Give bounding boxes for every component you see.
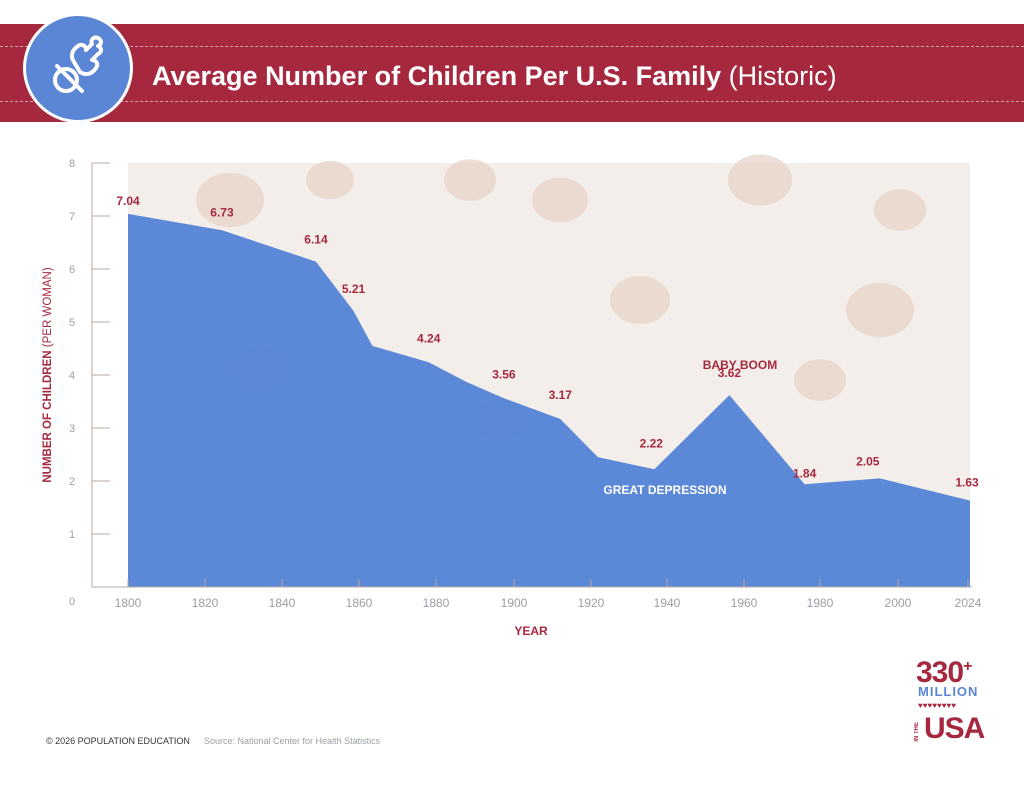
x-tick-label: 1880 xyxy=(423,596,450,610)
y-axis-title: NUMBER OF CHILDREN (PER WOMAN) xyxy=(42,267,54,482)
logo-in-the: IN THE xyxy=(914,722,920,742)
series-area xyxy=(128,213,970,587)
background-photo-blob xyxy=(532,177,588,223)
data-label: 1.63 xyxy=(955,476,979,490)
y-tick-label: 7 xyxy=(69,211,75,223)
background-photo-blob xyxy=(846,282,914,338)
x-tick-label: 2024 xyxy=(955,596,982,610)
data-label: 7.04 xyxy=(116,194,140,208)
x-tick-label: 2000 xyxy=(885,596,912,610)
330-million-logo: 330+ MILLION ♥♥♥♥♥♥♥♥ IN THE USA xyxy=(912,652,985,748)
x-tick-label: 1820 xyxy=(192,596,219,610)
x-tick-label: 1980 xyxy=(807,596,834,610)
y-axis-title-unit: (PER WOMAN) xyxy=(42,267,54,347)
annotation-label: GREAT DEPRESSION xyxy=(603,483,726,497)
y-tick-label: 6 xyxy=(69,264,75,276)
y-tick-label: 2 xyxy=(69,476,75,488)
x-axis-title: YEAR xyxy=(514,624,548,638)
data-label: 3.62 xyxy=(718,366,742,380)
annotation-label: BABY BOOM xyxy=(703,358,777,372)
title-light: (Historic) xyxy=(721,61,837,91)
fertility-area-chart: 0 1 2 3 4 5 6 7 8 1800 1820 1840 1860 1880 1900 1920 194… xyxy=(42,154,982,638)
y-axis-title-main: NUMBER OF CHILDREN xyxy=(42,347,54,482)
y-tick-label: 0 xyxy=(69,596,75,608)
copyright-text: © 2026 POPULATION EDUCATION xyxy=(46,736,190,746)
x-tick-label: 1800 xyxy=(115,596,142,610)
data-label: 2.05 xyxy=(856,454,880,468)
pacifier-icon xyxy=(23,13,133,123)
page-title: Average Number of Children Per U.S. Fami… xyxy=(152,54,837,98)
x-tick-label: 1920 xyxy=(578,596,605,610)
logo-million: MILLION xyxy=(918,684,979,699)
title-banner xyxy=(0,24,1024,122)
data-label: 2.22 xyxy=(640,436,664,450)
x-tick-label: 1900 xyxy=(501,596,528,610)
y-tick-label: 5 xyxy=(69,317,75,329)
background-photo-blob xyxy=(306,160,354,200)
data-label: 3.56 xyxy=(492,367,516,381)
background-photo-blob xyxy=(794,359,846,401)
background-photo-blob xyxy=(874,189,926,231)
y-tick-label: 3 xyxy=(69,423,75,435)
stitch-line xyxy=(0,101,1024,102)
y-tick-label: 1 xyxy=(69,529,75,541)
data-label: 6.73 xyxy=(210,205,234,219)
background-photo-blob xyxy=(610,276,670,324)
background-photo-blob xyxy=(444,159,496,201)
data-label: 3.17 xyxy=(549,388,573,402)
logo-number: 330+ xyxy=(916,656,972,689)
x-tick-label: 1840 xyxy=(269,596,296,610)
title-bold: Average Number of Children Per U.S. Fami… xyxy=(152,61,722,91)
data-label: 6.14 xyxy=(304,233,328,247)
data-label: 4.24 xyxy=(417,331,441,345)
x-tick-label: 1960 xyxy=(731,596,758,610)
data-label: 5.21 xyxy=(342,282,366,296)
y-tick-label: 4 xyxy=(69,370,75,382)
y-tick-label: 8 xyxy=(69,158,75,170)
people-icon: ♥♥♥♥♥♥♥♥ xyxy=(918,701,956,710)
source-text: Source: National Center for Health Stati… xyxy=(204,736,381,746)
x-tick-label: 1860 xyxy=(346,596,373,610)
stitch-line xyxy=(0,46,1024,47)
background-photo-blob xyxy=(196,172,264,228)
data-label: 1.84 xyxy=(793,466,817,480)
logo-usa: USA xyxy=(924,712,985,745)
background-photo-blob xyxy=(728,154,792,206)
x-tick-label: 1940 xyxy=(654,596,681,610)
